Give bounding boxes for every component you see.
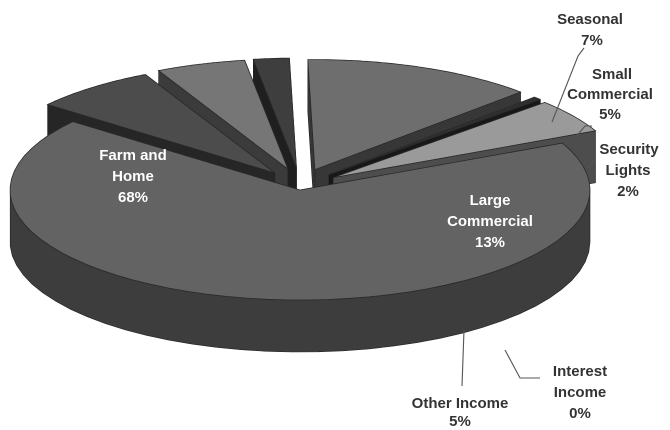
leader-line-seasonal bbox=[551, 47, 585, 123]
label-large-commercial-name-1: Large bbox=[470, 192, 511, 209]
leader-line-interest-income bbox=[504, 349, 540, 379]
label-seasonal-name: Seasonal bbox=[557, 11, 623, 28]
leader-line-security-lights bbox=[587, 159, 595, 169]
slice-seasonal bbox=[46, 74, 276, 174]
leader-lines bbox=[461, 47, 595, 387]
label-large-commercial-name-2: Commercial bbox=[447, 213, 533, 230]
slice-small-commercial bbox=[157, 59, 289, 171]
label-small-commercial-pct: 5% bbox=[599, 106, 621, 123]
slice-security-lights bbox=[252, 57, 297, 169]
label-interest-income-pct: 0% bbox=[569, 405, 591, 422]
label-security-lights-pct: 2% bbox=[617, 183, 639, 200]
slice-farm-and-home bbox=[9, 121, 591, 301]
pie-tops bbox=[9, 57, 597, 301]
slice-labels: Farm and Home 68% Seasonal 7% Small Comm… bbox=[99, 11, 659, 430]
label-interest-income-name-1: Interest bbox=[553, 363, 607, 380]
slice-interest-income bbox=[328, 96, 541, 176]
label-other-income-pct: 5% bbox=[449, 413, 471, 430]
label-small-commercial-name-2: Commercial bbox=[567, 86, 653, 103]
label-farm-home-name-1: Farm and bbox=[99, 147, 167, 164]
label-seasonal-pct: 7% bbox=[581, 32, 603, 49]
label-small-commercial-name-1: Small bbox=[592, 66, 632, 83]
label-interest-income-name-2: Income bbox=[554, 384, 607, 401]
label-other-income-name: Other Income bbox=[412, 395, 509, 412]
label-farm-home-pct: 68% bbox=[118, 189, 148, 206]
leader-line-other-income bbox=[461, 329, 465, 387]
label-large-commercial-pct: 13% bbox=[475, 234, 505, 251]
leader-line-small-commercial bbox=[574, 125, 592, 139]
label-security-lights-name-1: Security bbox=[599, 141, 659, 158]
label-farm-home-name-2: Home bbox=[112, 168, 154, 185]
label-security-lights-name-2: Lights bbox=[606, 162, 651, 179]
slice-large-commercial bbox=[307, 59, 522, 171]
